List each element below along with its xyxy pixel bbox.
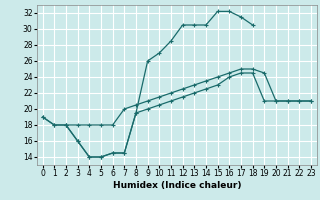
X-axis label: Humidex (Indice chaleur): Humidex (Indice chaleur): [113, 181, 241, 190]
